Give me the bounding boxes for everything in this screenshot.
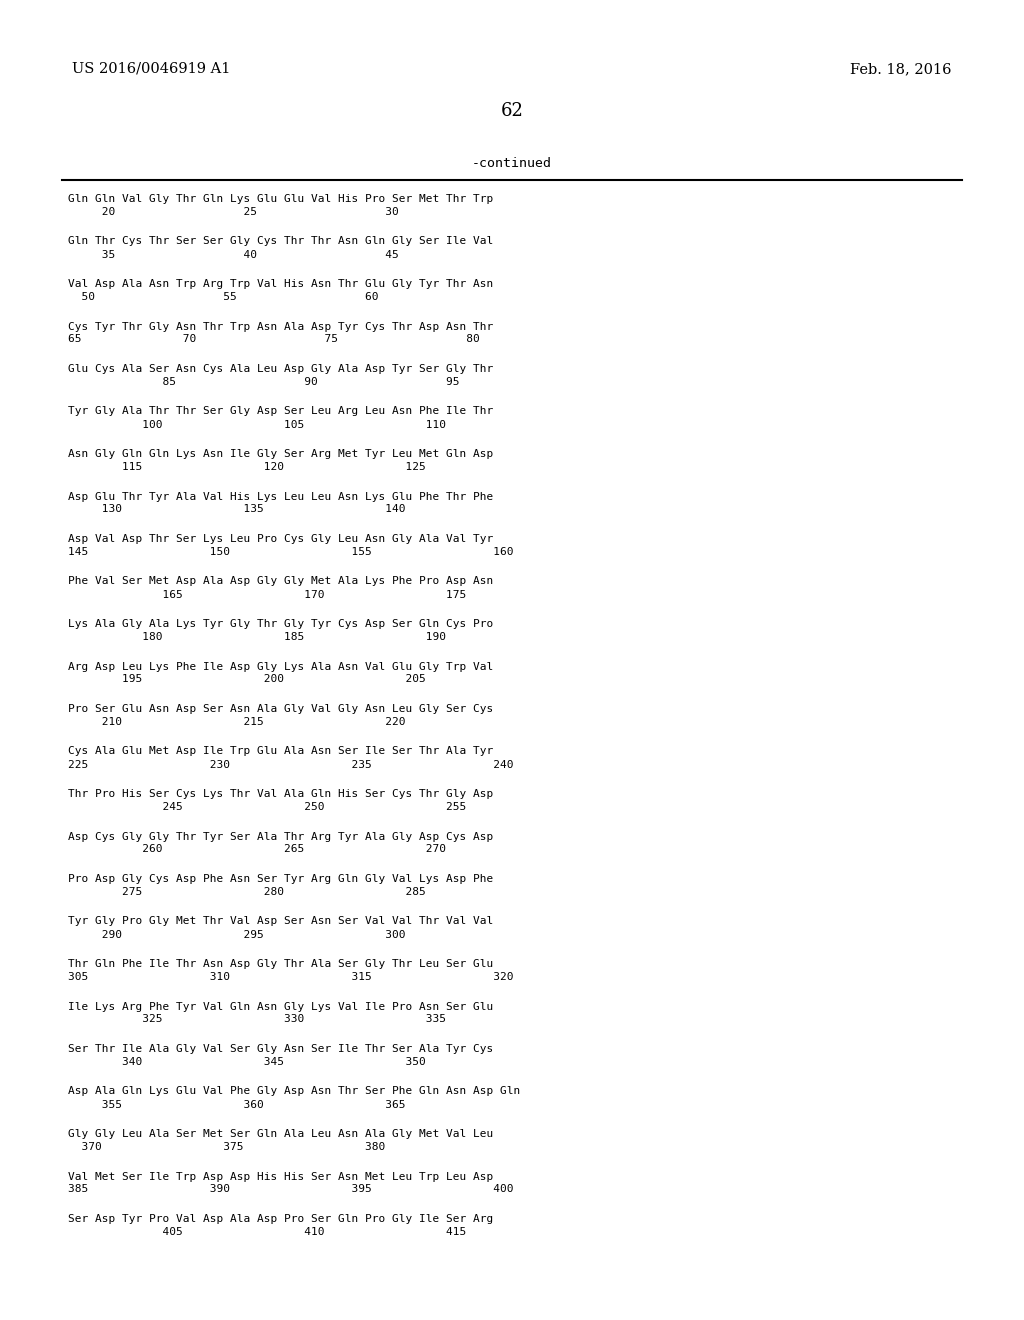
Text: 225                  230                  235                  240: 225 230 235 240 [68, 759, 513, 770]
Text: 260                  265                  270: 260 265 270 [68, 845, 446, 854]
Text: 275                  280                  285: 275 280 285 [68, 887, 426, 898]
Text: 165                  170                  175: 165 170 175 [68, 590, 466, 599]
Text: Pro Asp Gly Cys Asp Phe Asn Ser Tyr Arg Gln Gly Val Lys Asp Phe: Pro Asp Gly Cys Asp Phe Asn Ser Tyr Arg … [68, 874, 494, 884]
Text: 370                  375                  380: 370 375 380 [68, 1142, 385, 1152]
Text: 130                  135                  140: 130 135 140 [68, 504, 406, 515]
Text: Gln Gln Val Gly Thr Gln Lys Glu Glu Val His Pro Ser Met Thr Trp: Gln Gln Val Gly Thr Gln Lys Glu Glu Val … [68, 194, 494, 205]
Text: 325                  330                  335: 325 330 335 [68, 1015, 446, 1024]
Text: Asn Gly Gln Gln Lys Asn Ile Gly Ser Arg Met Tyr Leu Met Gln Asp: Asn Gly Gln Gln Lys Asn Ile Gly Ser Arg … [68, 449, 494, 459]
Text: 65               70                   75                   80: 65 70 75 80 [68, 334, 480, 345]
Text: 115                  120                  125: 115 120 125 [68, 462, 426, 473]
Text: Ile Lys Arg Phe Tyr Val Gln Asn Gly Lys Val Ile Pro Asn Ser Glu: Ile Lys Arg Phe Tyr Val Gln Asn Gly Lys … [68, 1002, 494, 1011]
Text: 340                  345                  350: 340 345 350 [68, 1057, 426, 1067]
Text: Feb. 18, 2016: Feb. 18, 2016 [851, 62, 952, 77]
Text: Val Asp Ala Asn Trp Arg Trp Val His Asn Thr Glu Gly Tyr Thr Asn: Val Asp Ala Asn Trp Arg Trp Val His Asn … [68, 279, 494, 289]
Text: Glu Cys Ala Ser Asn Cys Ala Leu Asp Gly Ala Asp Tyr Ser Gly Thr: Glu Cys Ala Ser Asn Cys Ala Leu Asp Gly … [68, 364, 494, 374]
Text: 355                  360                  365: 355 360 365 [68, 1100, 406, 1110]
Text: 305                  310                  315                  320: 305 310 315 320 [68, 972, 513, 982]
Text: Thr Pro His Ser Cys Lys Thr Val Ala Gln His Ser Cys Thr Gly Asp: Thr Pro His Ser Cys Lys Thr Val Ala Gln … [68, 789, 494, 799]
Text: Tyr Gly Ala Thr Thr Ser Gly Asp Ser Leu Arg Leu Asn Phe Ile Thr: Tyr Gly Ala Thr Thr Ser Gly Asp Ser Leu … [68, 407, 494, 417]
Text: US 2016/0046919 A1: US 2016/0046919 A1 [72, 62, 230, 77]
Text: Asp Val Asp Thr Ser Lys Leu Pro Cys Gly Leu Asn Gly Ala Val Tyr: Asp Val Asp Thr Ser Lys Leu Pro Cys Gly … [68, 535, 494, 544]
Text: Pro Ser Glu Asn Asp Ser Asn Ala Gly Val Gly Asn Leu Gly Ser Cys: Pro Ser Glu Asn Asp Ser Asn Ala Gly Val … [68, 704, 494, 714]
Text: Ser Asp Tyr Pro Val Asp Ala Asp Pro Ser Gln Pro Gly Ile Ser Arg: Ser Asp Tyr Pro Val Asp Ala Asp Pro Ser … [68, 1214, 494, 1224]
Text: Phe Val Ser Met Asp Ala Asp Gly Gly Met Ala Lys Phe Pro Asp Asn: Phe Val Ser Met Asp Ala Asp Gly Gly Met … [68, 577, 494, 586]
Text: Gly Gly Leu Ala Ser Met Ser Gln Ala Leu Asn Ala Gly Met Val Leu: Gly Gly Leu Ala Ser Met Ser Gln Ala Leu … [68, 1129, 494, 1139]
Text: 195                  200                  205: 195 200 205 [68, 675, 426, 685]
Text: 50                   55                   60: 50 55 60 [68, 292, 379, 302]
Text: 210                  215                  220: 210 215 220 [68, 717, 406, 727]
Text: 145                  150                  155                  160: 145 150 155 160 [68, 546, 513, 557]
Text: Gln Thr Cys Thr Ser Ser Gly Cys Thr Thr Asn Gln Gly Ser Ile Val: Gln Thr Cys Thr Ser Ser Gly Cys Thr Thr … [68, 236, 494, 247]
Text: Asp Ala Gln Lys Glu Val Phe Gly Asp Asn Thr Ser Phe Gln Asn Asp Gln: Asp Ala Gln Lys Glu Val Phe Gly Asp Asn … [68, 1086, 520, 1097]
Text: -continued: -continued [472, 157, 552, 170]
Text: Asp Cys Gly Gly Thr Tyr Ser Ala Thr Arg Tyr Ala Gly Asp Cys Asp: Asp Cys Gly Gly Thr Tyr Ser Ala Thr Arg … [68, 832, 494, 842]
Text: 100                  105                  110: 100 105 110 [68, 420, 446, 429]
Text: Cys Ala Glu Met Asp Ile Trp Glu Ala Asn Ser Ile Ser Thr Ala Tyr: Cys Ala Glu Met Asp Ile Trp Glu Ala Asn … [68, 747, 494, 756]
Text: Lys Ala Gly Ala Lys Tyr Gly Thr Gly Tyr Cys Asp Ser Gln Cys Pro: Lys Ala Gly Ala Lys Tyr Gly Thr Gly Tyr … [68, 619, 494, 630]
Text: Asp Glu Thr Tyr Ala Val His Lys Leu Leu Asn Lys Glu Phe Thr Phe: Asp Glu Thr Tyr Ala Val His Lys Leu Leu … [68, 491, 494, 502]
Text: Cys Tyr Thr Gly Asn Thr Trp Asn Ala Asp Tyr Cys Thr Asp Asn Thr: Cys Tyr Thr Gly Asn Thr Trp Asn Ala Asp … [68, 322, 494, 331]
Text: 180                  185                  190: 180 185 190 [68, 632, 446, 642]
Text: Ser Thr Ile Ala Gly Val Ser Gly Asn Ser Ile Thr Ser Ala Tyr Cys: Ser Thr Ile Ala Gly Val Ser Gly Asn Ser … [68, 1044, 494, 1053]
Text: 245                  250                  255: 245 250 255 [68, 803, 466, 812]
Text: 85                   90                   95: 85 90 95 [68, 378, 460, 387]
Text: Val Met Ser Ile Trp Asp Asp His His Ser Asn Met Leu Trp Leu Asp: Val Met Ser Ile Trp Asp Asp His His Ser … [68, 1172, 494, 1181]
Text: 62: 62 [501, 102, 523, 120]
Text: Tyr Gly Pro Gly Met Thr Val Asp Ser Asn Ser Val Val Thr Val Val: Tyr Gly Pro Gly Met Thr Val Asp Ser Asn … [68, 916, 494, 927]
Text: Thr Gln Phe Ile Thr Asn Asp Gly Thr Ala Ser Gly Thr Leu Ser Glu: Thr Gln Phe Ile Thr Asn Asp Gly Thr Ala … [68, 960, 494, 969]
Text: Arg Asp Leu Lys Phe Ile Asp Gly Lys Ala Asn Val Glu Gly Trp Val: Arg Asp Leu Lys Phe Ile Asp Gly Lys Ala … [68, 661, 494, 672]
Text: 35                   40                   45: 35 40 45 [68, 249, 398, 260]
Text: 290                  295                  300: 290 295 300 [68, 929, 406, 940]
Text: 405                  410                  415: 405 410 415 [68, 1228, 466, 1237]
Text: 385                  390                  395                  400: 385 390 395 400 [68, 1184, 513, 1195]
Text: 20                   25                   30: 20 25 30 [68, 207, 398, 216]
